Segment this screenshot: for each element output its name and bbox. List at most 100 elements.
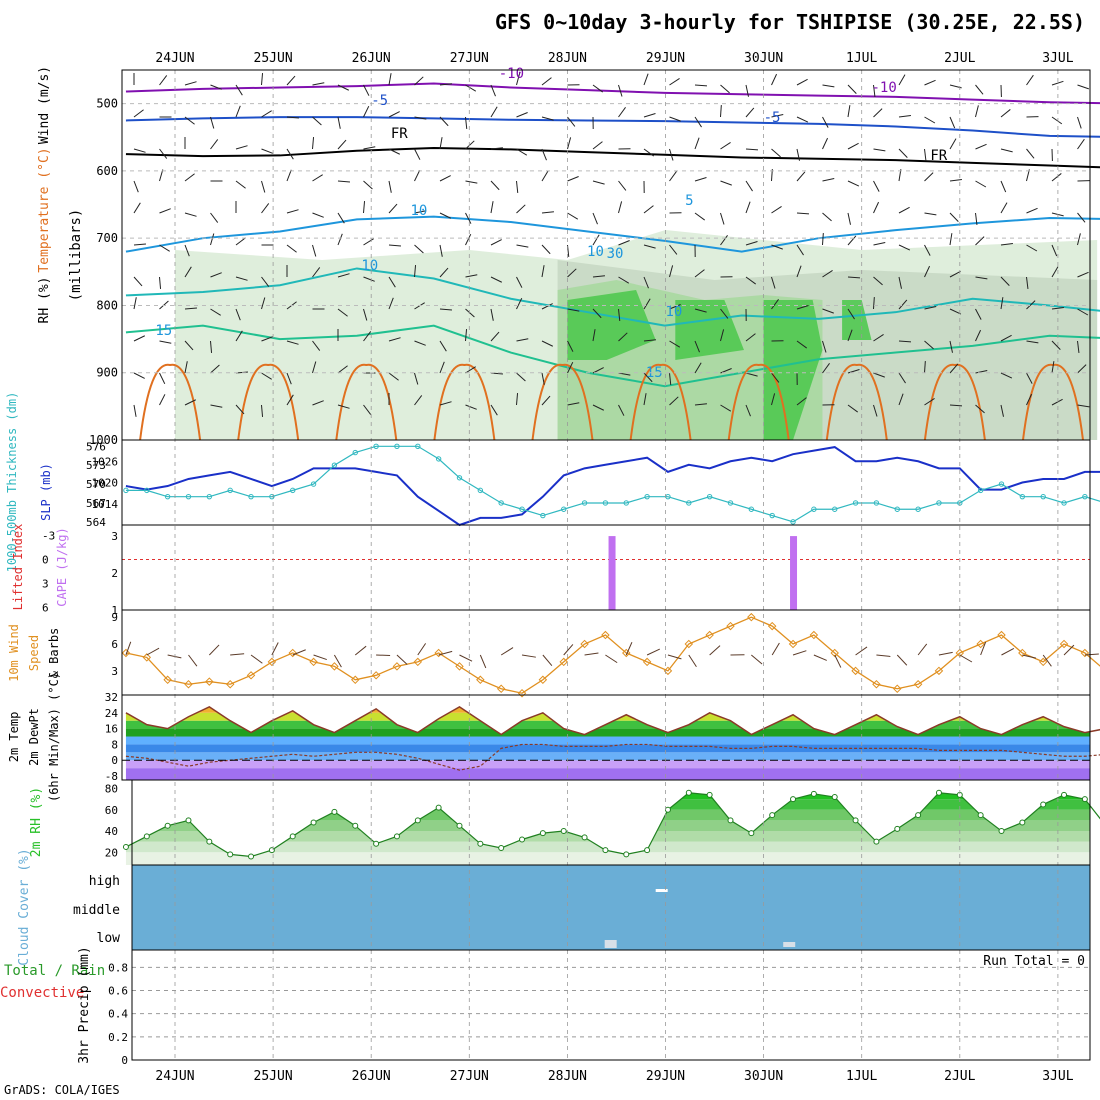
wind-point	[976, 639, 985, 649]
upper-wind-barb	[261, 203, 270, 214]
thickness-point	[977, 487, 984, 494]
wind-point	[1018, 648, 1027, 658]
rh-point	[1040, 801, 1047, 808]
upper-wind-barb	[388, 111, 400, 118]
wind10m-barb	[1022, 654, 1037, 659]
thickness-point	[706, 493, 713, 500]
x-tick-label-bottom: 26JUN	[352, 1069, 391, 1084]
upper-wind-barb	[847, 404, 859, 413]
wind10m-barb	[188, 654, 198, 667]
x-tick-label-bottom: 24JUN	[155, 1069, 194, 1084]
upper-wind-barb	[975, 180, 987, 188]
upper-wind-barb	[465, 366, 476, 374]
thickness-point	[1019, 493, 1026, 500]
upper-wind-barb	[210, 364, 220, 374]
rh-point	[915, 812, 922, 819]
wind-point	[913, 680, 923, 689]
thickness-point	[581, 500, 588, 506]
wind10m-barb	[709, 645, 721, 656]
upper-wind-barb	[618, 240, 630, 246]
upper-wind-barb	[771, 114, 784, 118]
rh-point	[560, 828, 567, 834]
upper-wind-barb	[1026, 74, 1034, 86]
wind10m-barb	[667, 654, 682, 660]
upper-wind-barb	[567, 176, 579, 182]
upper-wind-barb	[159, 372, 166, 385]
thickness-point	[790, 519, 796, 525]
warm-contour-6	[727, 363, 790, 441]
wind10m-barb	[625, 642, 633, 656]
rh-band	[125, 852, 1090, 865]
wind-point	[496, 684, 506, 693]
upper-wind-barb	[363, 308, 368, 321]
upper-wind-barb	[924, 212, 937, 216]
ylabel-dewpt2m: 2m DewPt	[27, 708, 41, 766]
upper-wind-barb	[924, 340, 934, 350]
upper-wind-barb	[847, 105, 851, 118]
upper-wind-barb	[873, 108, 883, 118]
upper-wind-barb	[745, 333, 756, 342]
warm-contour-5	[629, 363, 692, 441]
x-tick-label-top: 3JUL	[1042, 51, 1073, 66]
upper-wind-barb	[898, 115, 911, 118]
thickness-point	[727, 500, 734, 506]
wind-point	[330, 662, 339, 671]
upper-wind-barb	[133, 372, 145, 379]
upper-wind-barb	[643, 372, 653, 383]
rh-point	[185, 817, 192, 824]
upper-wind-barb	[210, 139, 219, 150]
thickness-point	[540, 512, 546, 519]
upper-wind-barb	[184, 116, 195, 125]
ylabel-barbs: & Barbs	[47, 628, 61, 679]
wind10m-barb	[292, 649, 306, 656]
temp-tick-label: 0	[111, 754, 118, 767]
upper-wind-barb	[541, 77, 552, 86]
wind-point	[580, 639, 589, 649]
rh-point	[143, 833, 150, 840]
contour-label: 10	[587, 244, 604, 260]
upper-wind-barb	[1077, 340, 1080, 353]
upper-wind-barb	[822, 137, 829, 150]
upper-wind-barb	[184, 173, 195, 182]
thickness-point	[1040, 493, 1046, 500]
thickness-tick-label: 564	[86, 516, 106, 529]
contour-label: 30	[607, 246, 624, 262]
thickness-point	[185, 493, 192, 500]
upper-wind-barb	[159, 148, 168, 159]
upper-wind-barb	[669, 396, 679, 406]
upper-wind-barb	[337, 84, 350, 91]
cloud-high-patch	[655, 889, 668, 892]
upper-wind-barb	[873, 404, 878, 417]
x-tick-label-top: 2JUL	[944, 51, 975, 66]
upper-wind-barb	[745, 201, 751, 214]
x-tick-label-top: 28JUN	[548, 51, 587, 66]
pressure-tick-label: 900	[96, 366, 118, 380]
upper-wind-barb	[771, 73, 778, 86]
upper-wind-barb	[490, 201, 494, 214]
upper-wind-barb	[363, 404, 372, 415]
upper-wind-barb	[796, 171, 806, 182]
upper-wind-barb	[1000, 297, 1004, 310]
wind-point	[601, 630, 610, 640]
upper-wind-barb	[873, 242, 886, 246]
rh-point	[998, 828, 1005, 834]
upper-wind-barb	[822, 340, 827, 353]
upper-wind-barb	[592, 367, 604, 374]
rh-point	[810, 790, 817, 797]
upper-wind-barb	[1051, 398, 1063, 406]
upper-wind-barb	[949, 179, 962, 182]
thickness-point	[415, 443, 421, 449]
upper-wind-barb	[490, 404, 498, 416]
upper-wind-barb	[618, 106, 626, 118]
upper-wind-barb	[516, 180, 519, 193]
upper-wind-barb	[949, 404, 963, 407]
rh-point	[289, 833, 296, 840]
upper-wind-barb	[1077, 308, 1089, 316]
upper-wind-barb	[873, 296, 875, 310]
rh-point	[248, 853, 255, 860]
rh-shade-3	[567, 290, 656, 360]
rh-point	[873, 838, 880, 845]
upper-wind-barb	[388, 244, 401, 247]
upper-wind-barb	[516, 204, 526, 214]
